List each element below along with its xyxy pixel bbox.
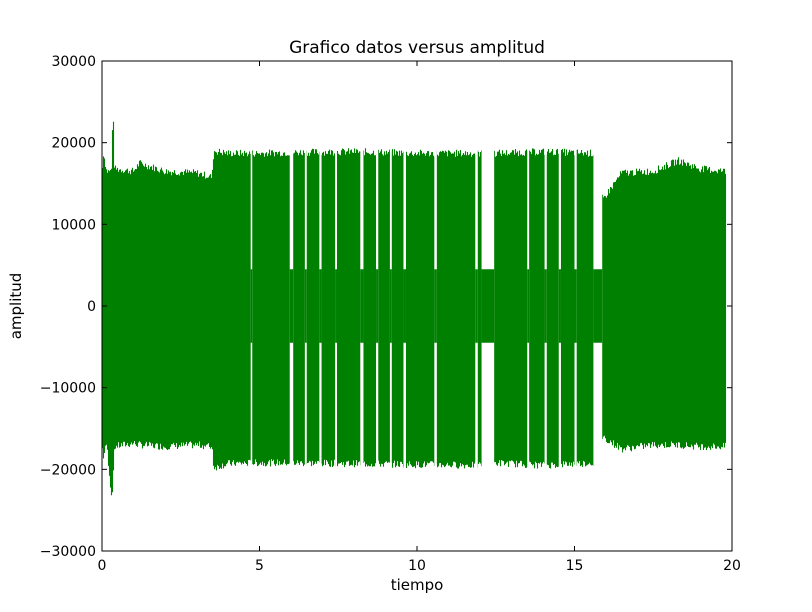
x-tick-label: 20 (723, 558, 741, 574)
signal-gap-residual (289, 269, 294, 343)
x-tick-label: 0 (98, 558, 107, 574)
y-tick-label: −10000 (40, 381, 96, 397)
signal-gap-residual (527, 269, 530, 343)
signal-gap-residual (403, 269, 406, 343)
ticks-layer: 0 5 10 15 20 −30000 −20000 −10000 0 10000 20000 300… (40, 54, 741, 574)
signal-gap-residual (593, 269, 603, 343)
signal-gap-residual (389, 269, 392, 343)
y-tick-label: 20000 (51, 136, 96, 152)
x-tick-label: 5 (255, 558, 264, 574)
signal-gap-residual (376, 269, 379, 343)
signal-gap-residual (335, 269, 337, 343)
signal-layer (101, 121, 727, 496)
signal-gap-residual (481, 269, 495, 343)
signal-waveform (101, 121, 727, 496)
signal-gap-residual (475, 269, 478, 343)
signal-gap-residual (558, 269, 561, 343)
signal-gap-residual (304, 269, 307, 343)
y-axis-label: amplitud (7, 273, 25, 340)
signal-gap-residual (360, 269, 364, 343)
signal-gap-residual (319, 269, 322, 343)
signal-gap-residual (250, 269, 253, 343)
y-tick-label: 10000 (51, 217, 96, 233)
signal-gap-residual (434, 269, 437, 343)
chart-title: Grafico datos versus amplitud (289, 38, 545, 58)
x-axis-label: tiempo (391, 576, 444, 594)
signal-gap-residual (544, 269, 547, 343)
y-tick-label: −20000 (40, 462, 96, 478)
y-tick-label: 0 (87, 299, 96, 315)
y-tick-label: 30000 (51, 54, 96, 70)
x-tick-label: 10 (408, 558, 426, 574)
x-tick-label: 15 (566, 558, 584, 574)
signal-gap-residual (574, 269, 577, 343)
y-tick-label: −30000 (40, 544, 96, 560)
